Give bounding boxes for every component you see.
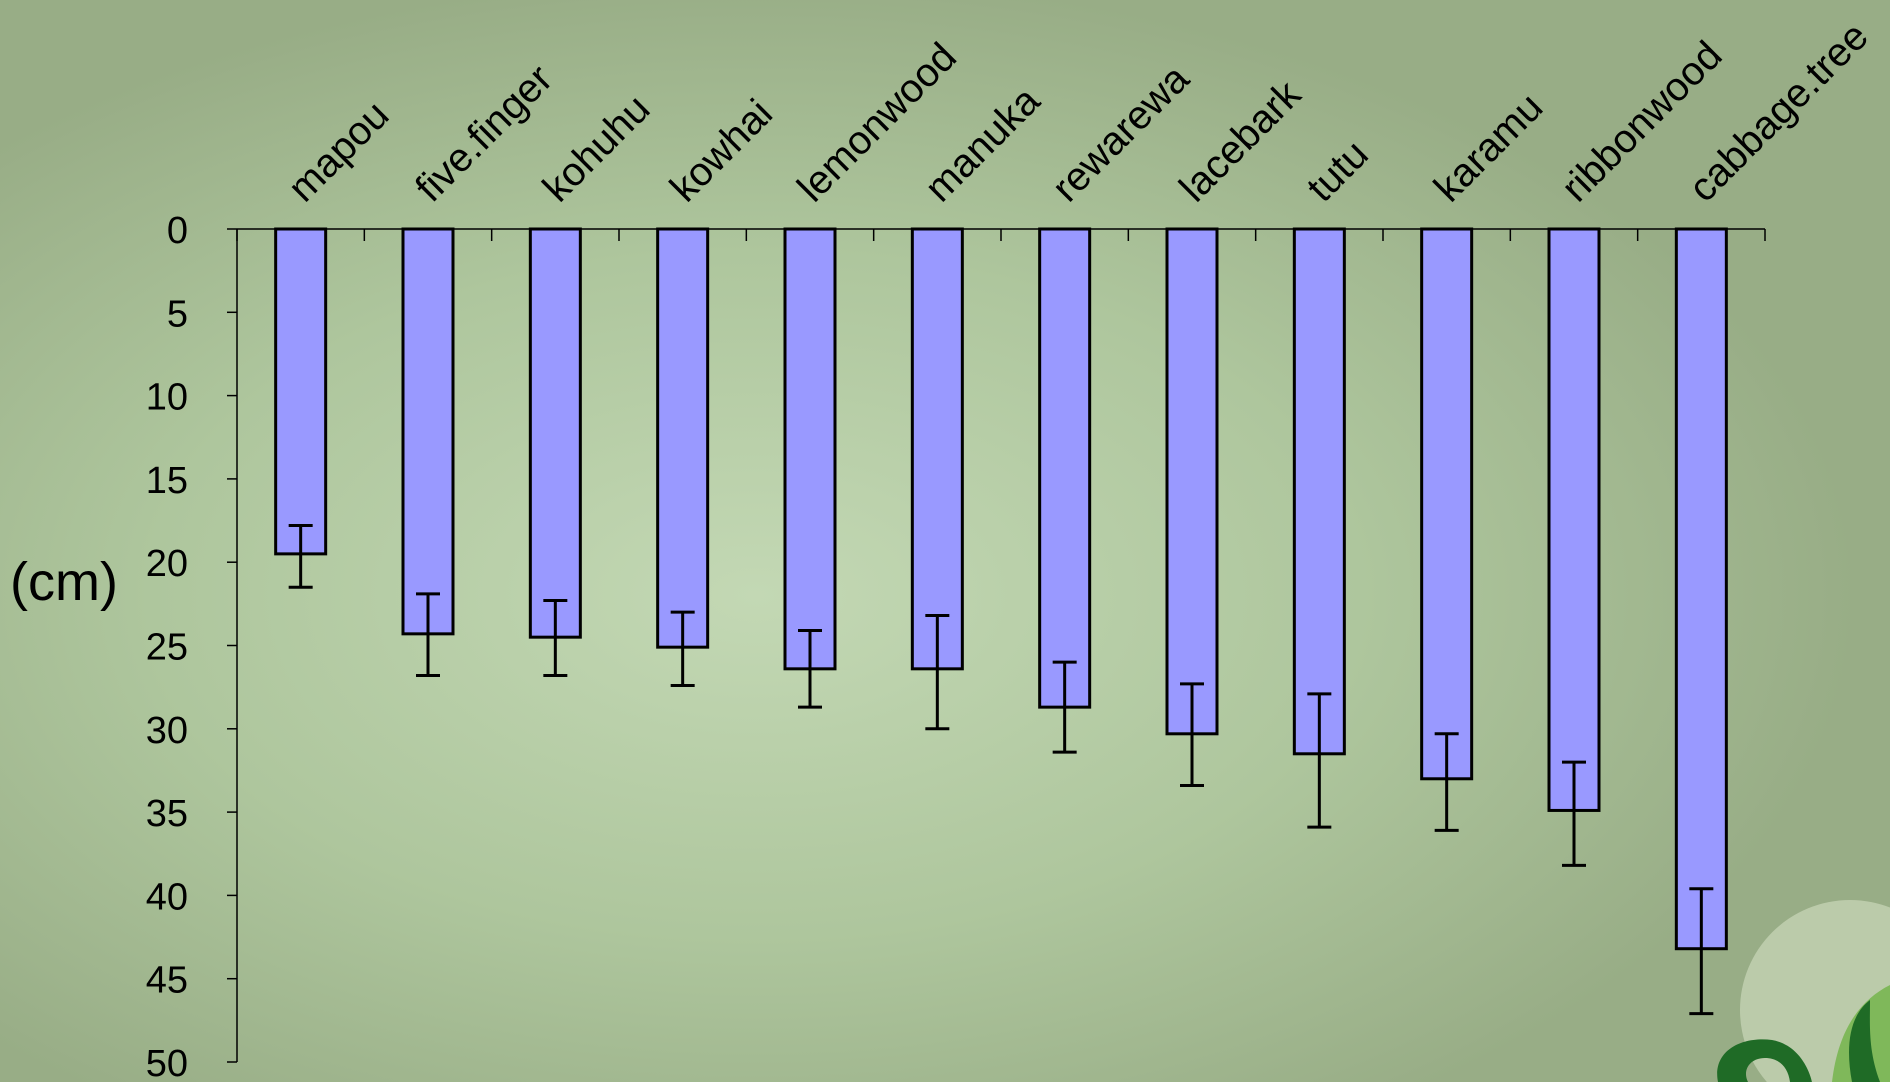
y-tick-label: 35 — [146, 793, 188, 835]
y-tick-label: 5 — [167, 293, 188, 335]
bar-tutu — [1292, 227, 1346, 756]
category-label-karamu: karamu — [1426, 85, 1551, 210]
y-tick-label: 25 — [146, 627, 188, 669]
y-tick-label: 45 — [146, 960, 188, 1002]
y-tick-label: 30 — [146, 710, 188, 752]
fern-koru-icon — [1717, 900, 1890, 1082]
y-tick-label: 15 — [146, 460, 188, 502]
category-label-five-finger: five.finger — [407, 57, 561, 211]
bar-lacebark — [1165, 227, 1219, 736]
y-tick-label: 40 — [146, 876, 188, 918]
bar-kowhai — [656, 227, 710, 649]
y-tick-label: 20 — [146, 543, 188, 585]
bar-karamu — [1420, 227, 1474, 781]
bar-cabbage-tree — [1674, 227, 1728, 951]
y-tick-label: 10 — [146, 377, 188, 419]
category-label-rewarewa: rewarewa — [1044, 56, 1198, 210]
bar-kohuhu — [528, 227, 582, 639]
category-label-kowhai: kowhai — [662, 91, 781, 210]
bar-mapou — [274, 227, 328, 556]
bar-lemonwood — [783, 227, 837, 671]
bar-ribbonwood — [1547, 227, 1601, 812]
category-label-mapou: mapou — [280, 93, 398, 211]
y-axis-title: (cm) — [10, 552, 118, 612]
category-label-kohuhu: kohuhu — [535, 86, 659, 210]
category-label-manuka: manuka — [917, 78, 1049, 210]
bar-five-finger — [401, 227, 455, 636]
y-tick-label: 0 — [167, 210, 188, 252]
bar-rewarewa — [1038, 227, 1092, 709]
category-label-tutu: tutu — [1299, 132, 1377, 210]
y-tick-label: 50 — [146, 1043, 188, 1082]
bar-manuka — [910, 227, 964, 671]
